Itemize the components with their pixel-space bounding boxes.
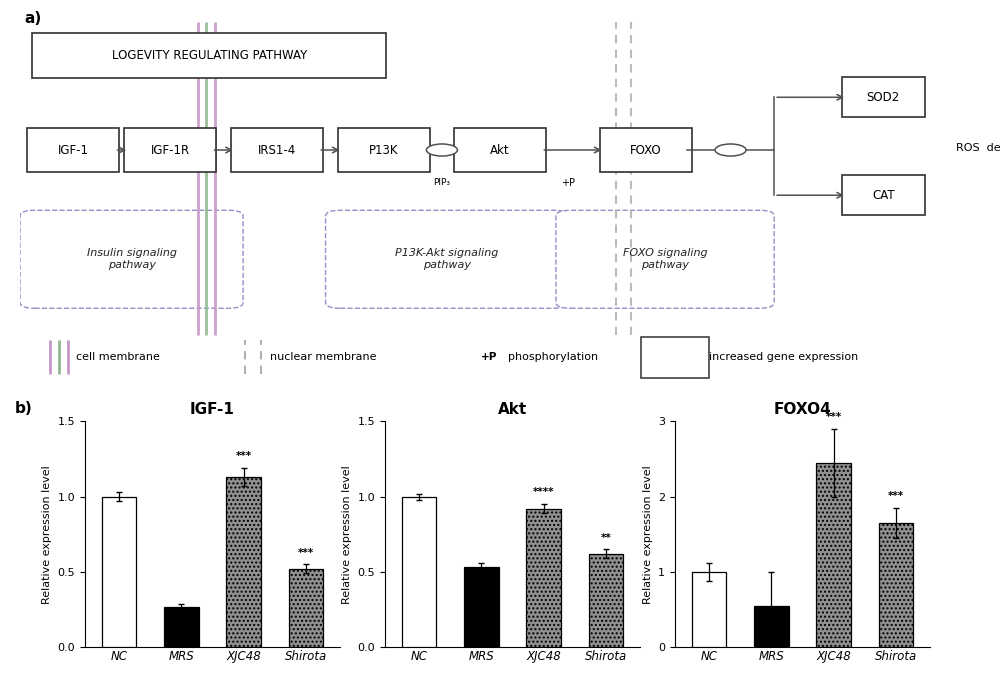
Y-axis label: Relative expression level: Relative expression level (42, 465, 52, 603)
Text: FOXO signaling
pathway: FOXO signaling pathway (623, 249, 707, 270)
Bar (102, 497, 136, 647)
FancyBboxPatch shape (842, 77, 925, 117)
Bar (754, 606, 789, 647)
Text: IGF-1: IGF-1 (58, 144, 89, 156)
Text: cell membrane: cell membrane (76, 352, 160, 362)
FancyBboxPatch shape (27, 128, 119, 172)
Bar (226, 477, 261, 647)
Text: Insulin signaling
pathway: Insulin signaling pathway (87, 249, 177, 270)
Text: ***: *** (236, 451, 252, 461)
FancyBboxPatch shape (231, 128, 323, 172)
Text: CAT: CAT (872, 189, 895, 201)
Text: nuclear membrane: nuclear membrane (270, 352, 377, 362)
Bar (464, 567, 499, 647)
FancyBboxPatch shape (842, 175, 925, 215)
Bar (589, 554, 623, 647)
Bar (164, 607, 199, 647)
Text: a): a) (25, 11, 42, 25)
Bar (692, 572, 726, 647)
Text: PIP₃: PIP₃ (433, 178, 450, 187)
Text: +P: +P (481, 352, 497, 362)
FancyBboxPatch shape (338, 128, 430, 172)
Text: ****: **** (533, 488, 554, 497)
Text: **: ** (600, 533, 611, 543)
FancyBboxPatch shape (641, 336, 709, 378)
Y-axis label: Relative expression level: Relative expression level (342, 465, 352, 603)
Text: phosphorylation: phosphorylation (508, 352, 598, 362)
Text: ***: *** (826, 412, 842, 422)
Text: ***: *** (298, 548, 314, 558)
Text: b): b) (15, 401, 33, 416)
Text: SOD2: SOD2 (867, 91, 900, 103)
Bar (816, 463, 851, 647)
Title: Akt: Akt (498, 402, 527, 417)
Text: LOGEVITY REGULATING PATHWAY: LOGEVITY REGULATING PATHWAY (112, 49, 307, 62)
Bar (289, 569, 323, 647)
FancyBboxPatch shape (600, 128, 692, 172)
Title: FOXO4: FOXO4 (774, 402, 831, 417)
FancyBboxPatch shape (20, 210, 243, 308)
Y-axis label: Relative expression level: Relative expression level (643, 465, 653, 603)
Text: Akt: Akt (490, 144, 510, 156)
Title: IGF-1: IGF-1 (190, 402, 235, 417)
Text: ***: *** (888, 491, 904, 501)
Bar (526, 509, 561, 647)
Text: IRS1-4: IRS1-4 (258, 144, 296, 156)
Text: P13K-Akt signaling
pathway: P13K-Akt signaling pathway (395, 249, 498, 270)
Text: P13K: P13K (369, 144, 398, 156)
FancyBboxPatch shape (556, 210, 774, 308)
Bar (402, 497, 436, 647)
Text: +P: +P (561, 178, 575, 188)
FancyBboxPatch shape (454, 128, 546, 172)
Text: ROS  detoxification: ROS detoxification (956, 143, 1000, 153)
Text: increased gene expression: increased gene expression (709, 352, 858, 362)
FancyBboxPatch shape (124, 128, 216, 172)
Text: IGF-1R: IGF-1R (151, 144, 190, 156)
Bar (879, 523, 913, 647)
Circle shape (715, 144, 746, 156)
Text: FOXO: FOXO (630, 144, 661, 156)
Circle shape (426, 144, 457, 156)
FancyBboxPatch shape (32, 34, 386, 79)
FancyBboxPatch shape (326, 210, 568, 308)
